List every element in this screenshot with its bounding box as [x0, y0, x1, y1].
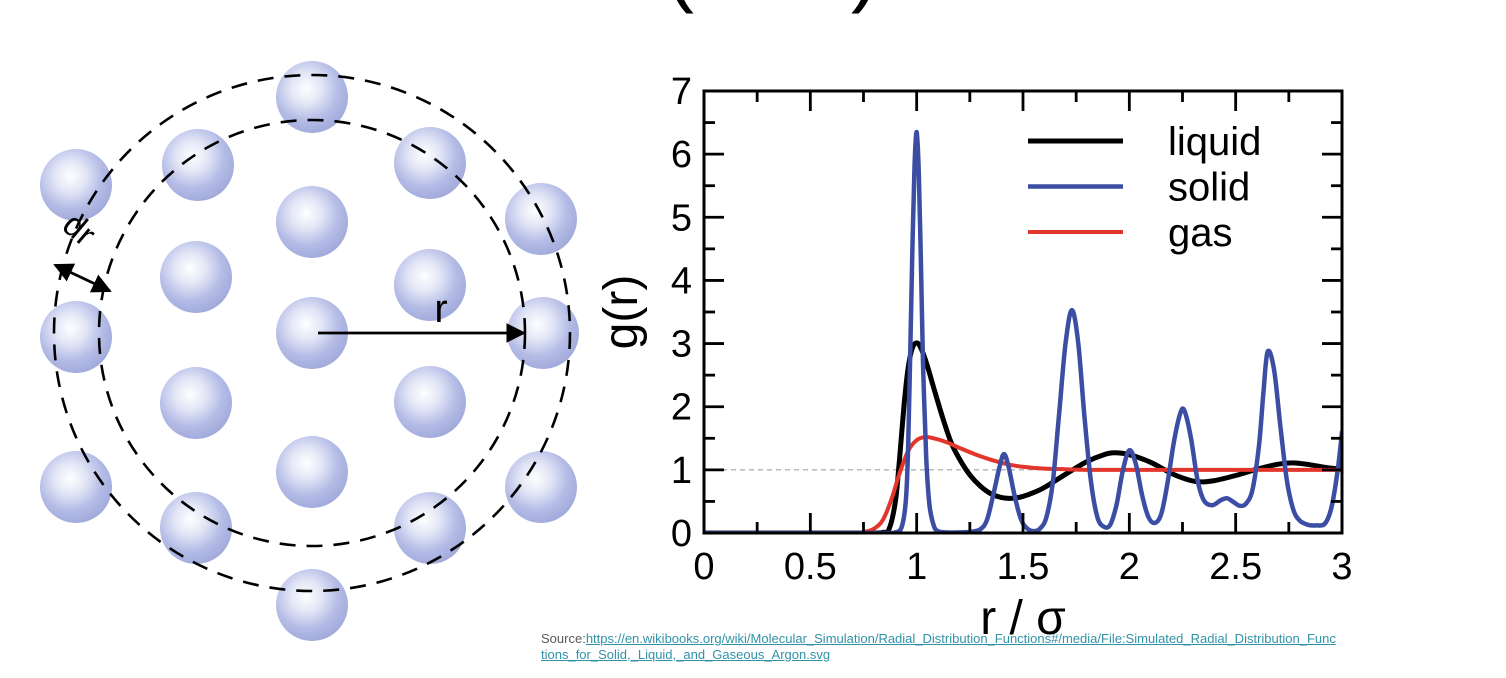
source-citation: Source:https://en.wikibooks.org/wiki/Mol…	[541, 631, 1506, 663]
y-axis-label: g(r)	[595, 275, 648, 350]
legend-label-gas: gas	[1168, 211, 1233, 255]
x-tick-label: 1.5	[997, 546, 1050, 588]
cropped-title-close-paren: )	[851, 0, 879, 14]
x-tick-label: 0.5	[784, 546, 837, 588]
x-axis-label: r / σ	[980, 592, 1066, 645]
y-tick-label: 2	[671, 387, 692, 429]
particle	[162, 129, 234, 201]
particle	[394, 249, 466, 321]
particle	[40, 451, 112, 523]
r-label: r	[434, 287, 447, 331]
particle	[160, 492, 232, 564]
x-tick-label: 1	[906, 546, 927, 588]
y-tick-label: 7	[671, 71, 692, 113]
shell-outer-circle	[52, 73, 572, 593]
dr-arrow	[53, 263, 112, 293]
particle	[40, 149, 112, 221]
y-tick-label: 4	[671, 260, 692, 302]
particle	[394, 366, 466, 438]
cropped-title-open-paren: (	[666, 0, 694, 14]
particle	[505, 183, 577, 255]
y-tick-label: 6	[671, 134, 692, 176]
x-tick-label: 2	[1119, 546, 1140, 588]
legend-label-liquid: liquid	[1168, 120, 1261, 164]
particle	[276, 569, 348, 641]
source-link-wrap[interactable]: tions_for_Solid,_Liquid,_and_Gaseous_Arg…	[541, 647, 831, 662]
source-prefix-label: Source:	[541, 631, 586, 646]
y-tick-label: 0	[671, 513, 692, 555]
particle	[160, 241, 232, 313]
particle	[276, 297, 348, 369]
curves-group	[704, 129, 1342, 533]
particle-diagram: rdr	[40, 61, 579, 641]
curve-liquid	[704, 340, 1342, 533]
rdf-plot: 0 0.5 1 1.5 2 2.5 3 0 1 2 3 4 5 6 7 r / σ g(r) liquidsoli…	[595, 71, 1353, 645]
y-tick-label: 5	[671, 197, 692, 239]
y-tick-label: 1	[671, 450, 692, 492]
particle	[507, 297, 579, 369]
particle	[40, 301, 112, 373]
particle	[276, 186, 348, 258]
x-tick-label: 0	[693, 546, 714, 588]
legend-label-solid: solid	[1168, 166, 1250, 210]
x-tick-label: 2.5	[1209, 546, 1262, 588]
curve-solid	[704, 129, 1342, 533]
particle	[276, 61, 348, 133]
particle	[276, 436, 348, 508]
x-tick-label: 3	[1331, 546, 1352, 588]
particle	[394, 127, 466, 199]
y-tick-label: 3	[671, 324, 692, 366]
source-link[interactable]: https://en.wikibooks.org/wiki/Molecular_…	[585, 631, 1336, 646]
particle	[160, 367, 232, 439]
particle	[505, 451, 577, 523]
curve-gas	[704, 434, 1342, 533]
particle	[394, 492, 466, 564]
